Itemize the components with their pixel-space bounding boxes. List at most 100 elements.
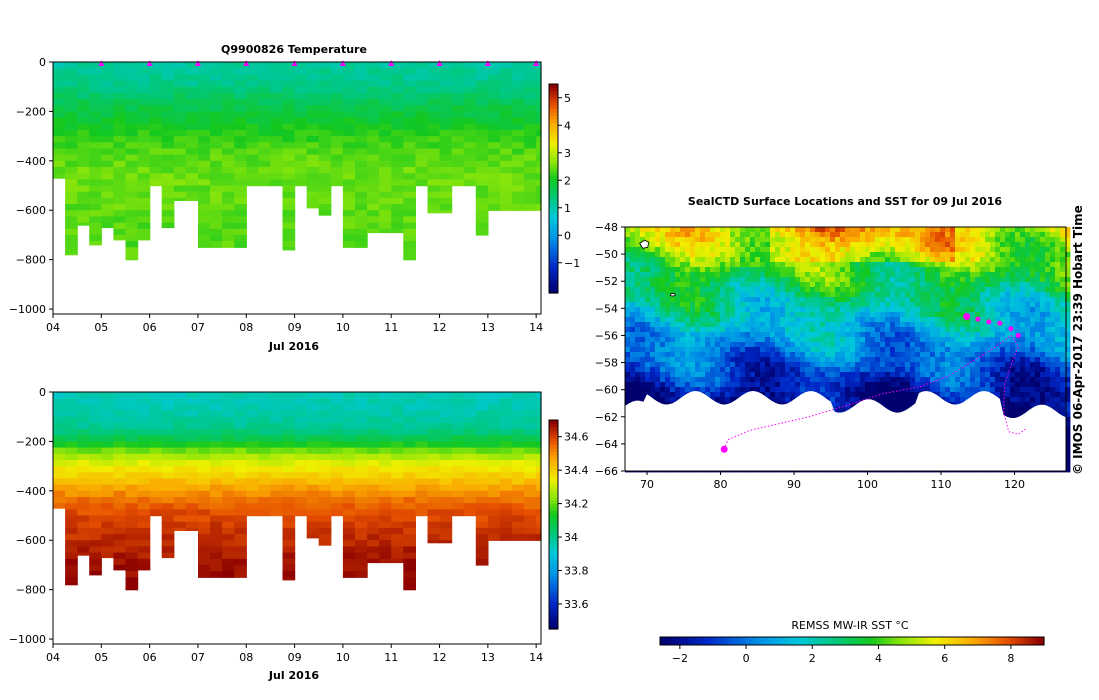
sst-cell bbox=[905, 317, 911, 323]
sst-cell bbox=[980, 302, 986, 308]
sst-cell bbox=[845, 372, 851, 378]
sst-cell bbox=[670, 272, 676, 278]
heatmap-cell bbox=[306, 123, 320, 131]
sst-cell bbox=[765, 247, 771, 253]
sst-cell bbox=[825, 307, 831, 313]
heatmap-cell bbox=[222, 123, 235, 131]
sst-cell bbox=[850, 247, 856, 253]
heatmap-cell bbox=[125, 546, 139, 554]
heatmap-cell bbox=[53, 410, 66, 418]
sst-cell bbox=[925, 282, 931, 288]
heatmap-cell bbox=[379, 478, 392, 486]
sst-cell bbox=[805, 242, 811, 248]
sst-cell bbox=[755, 287, 761, 293]
sst-cell bbox=[1065, 252, 1071, 258]
sst-cell bbox=[1025, 297, 1031, 303]
sst-cell bbox=[770, 372, 776, 378]
sst-cell bbox=[850, 227, 856, 233]
sst-cell bbox=[885, 277, 891, 283]
sst-cell bbox=[760, 287, 766, 293]
heatmap-cell bbox=[330, 80, 344, 88]
sst-cell bbox=[1020, 252, 1026, 258]
sst-cell bbox=[655, 262, 661, 268]
heatmap-cell bbox=[451, 416, 465, 424]
sst-cell bbox=[815, 357, 821, 363]
sst-cell bbox=[935, 247, 941, 253]
sst-cell bbox=[935, 352, 941, 358]
sst-cell bbox=[885, 272, 891, 278]
sst-cell bbox=[815, 307, 821, 313]
y-tick-label: −200 bbox=[16, 435, 46, 448]
heatmap-cell bbox=[487, 62, 501, 69]
sst-cell bbox=[870, 227, 876, 233]
sst-cell bbox=[995, 277, 1001, 283]
heatmap-cell bbox=[173, 392, 187, 399]
heatmap-cell bbox=[149, 117, 163, 125]
sst-cell bbox=[1045, 277, 1051, 283]
heatmap-cell bbox=[282, 99, 296, 106]
heatmap-cell bbox=[524, 185, 537, 193]
sst-cell bbox=[720, 362, 726, 368]
heatmap-cell bbox=[53, 142, 66, 150]
heatmap-cell bbox=[512, 392, 525, 399]
colorbar-swatch bbox=[549, 181, 558, 186]
sst-cell bbox=[625, 282, 631, 288]
heatmap-cell bbox=[524, 459, 537, 467]
heatmap-cell bbox=[415, 459, 429, 467]
sst-cell bbox=[820, 362, 826, 368]
sst-cell bbox=[835, 332, 841, 338]
sst-cell bbox=[640, 362, 646, 368]
sst-cell bbox=[675, 232, 681, 238]
sst-cell bbox=[940, 287, 946, 293]
heatmap-cell bbox=[294, 503, 308, 510]
heatmap-cell bbox=[342, 197, 356, 205]
heatmap-cell bbox=[113, 459, 127, 467]
heatmap-cell bbox=[246, 503, 259, 510]
heatmap-cell bbox=[53, 99, 66, 106]
sst-cell bbox=[1020, 257, 1026, 263]
sst-cell bbox=[895, 257, 901, 263]
sst-cell bbox=[635, 252, 641, 258]
heatmap-cell bbox=[185, 453, 199, 461]
heatmap-cell bbox=[101, 478, 114, 486]
sst-cell bbox=[825, 232, 831, 238]
heatmap-cell bbox=[222, 521, 235, 529]
colorbar-tick-label: −1 bbox=[564, 257, 580, 270]
sst-cell bbox=[985, 292, 991, 298]
sst-cell bbox=[750, 327, 756, 333]
sst-cell bbox=[850, 267, 856, 273]
sst-cell bbox=[975, 367, 981, 373]
sst-cell bbox=[935, 252, 941, 258]
sst-cell bbox=[990, 367, 996, 373]
heatmap-cell bbox=[487, 148, 501, 156]
heatmap-cell bbox=[234, 392, 247, 399]
sst-cell bbox=[805, 262, 811, 268]
sst-cell bbox=[660, 227, 666, 233]
heatmap-cell bbox=[306, 68, 320, 75]
heatmap-cell bbox=[355, 191, 368, 199]
sst-cell bbox=[675, 312, 681, 318]
heatmap-cell bbox=[198, 105, 211, 112]
sst-cell bbox=[790, 297, 796, 303]
sst-cell bbox=[765, 352, 771, 358]
heatmap-cell bbox=[306, 392, 320, 399]
sst-cell bbox=[1025, 367, 1031, 373]
sst-cell bbox=[950, 337, 956, 343]
sst-cell bbox=[1005, 232, 1011, 238]
heatmap-cell bbox=[330, 503, 344, 510]
sst-cell bbox=[690, 312, 696, 318]
sst-cell bbox=[1015, 362, 1021, 368]
sst-cell bbox=[1040, 307, 1046, 313]
heatmap-cell bbox=[246, 80, 259, 88]
heatmap-cell bbox=[524, 99, 537, 106]
heatmap-cell bbox=[282, 173, 296, 180]
sst-cell bbox=[910, 232, 916, 238]
sst-cell bbox=[650, 252, 656, 258]
sst-cell bbox=[975, 297, 981, 303]
heatmap-cell bbox=[379, 92, 392, 100]
heatmap-cell bbox=[113, 99, 127, 106]
sst-cell bbox=[675, 337, 681, 343]
heatmap-cell bbox=[270, 129, 284, 137]
sst-cell bbox=[960, 312, 966, 318]
heatmap-cell bbox=[101, 534, 114, 541]
